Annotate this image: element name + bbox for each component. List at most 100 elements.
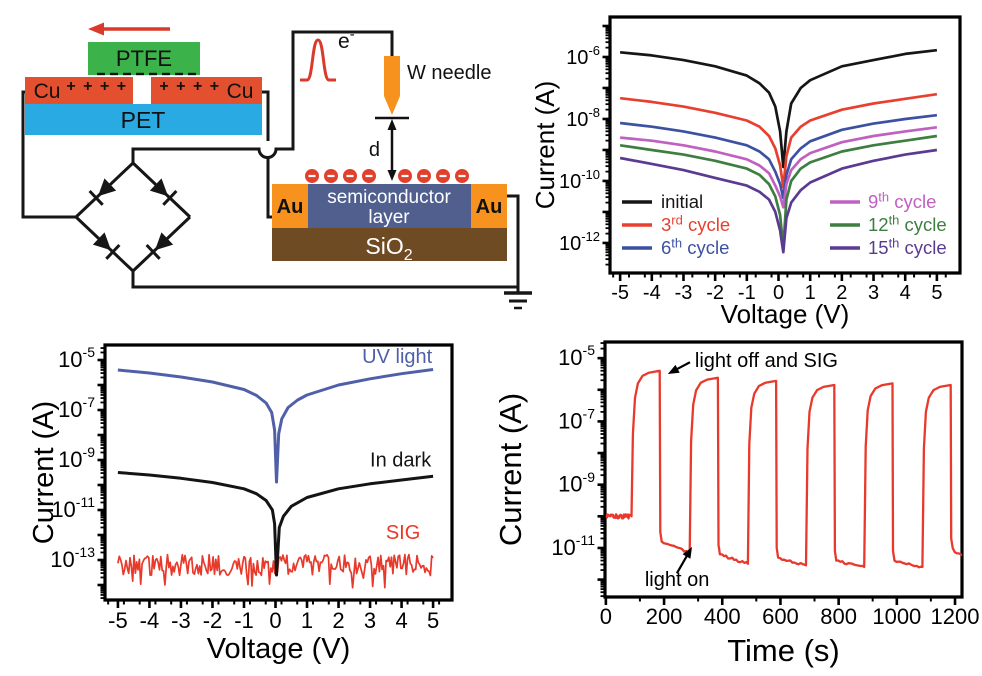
- legend-label: 15th cycle: [868, 236, 947, 258]
- x-tick-label: 4: [900, 282, 911, 304]
- x-axis-title: Voltage (V): [207, 633, 350, 665]
- wire-right-upper: [262, 90, 270, 141]
- legend-label: initial: [661, 191, 703, 212]
- diode-icon: [92, 232, 112, 251]
- curve-label: UV light: [362, 346, 432, 368]
- x-tick-label: 3: [364, 608, 376, 633]
- x-tick-label: 200: [646, 604, 683, 629]
- x-tick-label: -5: [108, 608, 128, 633]
- series-15th-cycle: [619, 148, 938, 254]
- x-tick-label: -3: [171, 608, 191, 633]
- chart-iv-illumination: -5 -4 -3 -2 -1 0 1 2 3 4 5 10-5 10-7 10-9 10-11 10-13 Vo…: [28, 343, 454, 665]
- y-tick-label: 10-10: [559, 167, 600, 193]
- x-tick-label: -3: [675, 282, 693, 304]
- annotation-arrow: [675, 553, 689, 574]
- x-tick-label: 0: [773, 282, 784, 304]
- wire-bridge-to-needle: [131, 30, 394, 163]
- x-tick-label: 1200: [931, 604, 980, 629]
- series-in-dark: [117, 471, 434, 577]
- chart-iv-cycles: -5 -4 -3 -2 -1 0 1 2 3 4 5 10-6 10-8 10-10 10-12 Voltag…: [530, 15, 962, 329]
- x-tick-label: 0: [600, 604, 612, 629]
- gap-label: d: [369, 139, 380, 161]
- curve-label: In dark: [370, 449, 432, 471]
- x-tick-label: 3: [868, 282, 879, 304]
- x-tick-label: 1: [301, 608, 313, 633]
- circuit-wires: [21, 30, 520, 292]
- annotation-label: light off and SIG: [695, 350, 838, 372]
- curve-label: SIG: [386, 522, 420, 544]
- ground-icon: [504, 291, 532, 310]
- legend-label: 3rd cycle: [661, 213, 730, 235]
- x-tick-label: -2: [203, 608, 223, 633]
- chart-photoresponse: 0 200 400 600 800 1000 1200 10-5 10-7 10-9 10-11 Ti…: [493, 340, 980, 668]
- y-tick-label: 10-11: [51, 494, 95, 522]
- x-tick-label: 400: [704, 604, 741, 629]
- x-tick-label: 1000: [872, 604, 921, 629]
- ptfe-label: PTFE: [116, 46, 172, 71]
- semiconductor-label-line2: layer: [368, 207, 410, 228]
- y-tick-label: 10-11: [551, 532, 595, 560]
- series-9th-cycle: [619, 125, 938, 209]
- gap-arrow-icon: [387, 119, 397, 181]
- y-tick-label: 10-5: [558, 342, 595, 370]
- ptfe-block: [88, 42, 200, 75]
- semiconductor-layer: [308, 184, 471, 228]
- y-tick-label: 10-9: [558, 469, 595, 497]
- legend-label: 12th cycle: [868, 213, 947, 235]
- positive-charges-right: + + + +: [159, 78, 220, 95]
- cu-label-right: Cu: [227, 80, 254, 103]
- x-tick-label: 5: [931, 282, 942, 304]
- y-axis-title: Current (A): [28, 401, 60, 544]
- x-tick-label: 5: [427, 608, 439, 633]
- x-axis-title: Voltage (V): [721, 299, 850, 329]
- sliding-arrow-icon: [88, 22, 170, 36]
- annotation-arrowhead: [667, 364, 680, 374]
- device-schematic: PTFE Cu + + + + + + + + Cu PET e-: [21, 22, 532, 310]
- sio2-label: SiO2: [365, 233, 412, 264]
- electron-icon: [398, 169, 412, 183]
- series-12th-cycle: [619, 134, 938, 249]
- diode-bar: [88, 189, 104, 206]
- y-tick-label: 10-6: [566, 43, 600, 69]
- diode-bar: [105, 243, 121, 260]
- annotation-label: light on: [645, 569, 710, 591]
- wire-bridge-bottom: [131, 271, 520, 292]
- cu-gap: [133, 77, 151, 104]
- x-axis-title: Time (s): [727, 633, 840, 668]
- electron-icon: [417, 169, 431, 183]
- legend-label: 6th cycle: [661, 236, 729, 258]
- diode-icon: [154, 232, 174, 251]
- wire-au-to-ground: [507, 194, 520, 287]
- series-6th-cycle: [619, 113, 938, 200]
- au-label-left: Au: [277, 196, 304, 218]
- x-tick-label: 2: [836, 282, 847, 304]
- electron-icon: [455, 169, 469, 183]
- semiconductor-label-line1: semiconductor: [327, 187, 451, 208]
- diode-bar: [162, 189, 178, 206]
- y-tick-label: 10-7: [558, 406, 595, 434]
- x-tick-label: 1: [805, 282, 816, 304]
- electron-icon: [343, 169, 357, 183]
- series-3rd-cycle: [619, 92, 938, 189]
- electron-icon: [362, 169, 376, 183]
- x-tick-label: -4: [140, 608, 160, 633]
- x-tick-label: -1: [234, 608, 254, 633]
- x-tick-label: -2: [706, 282, 724, 304]
- positive-charges-left: + + + +: [66, 78, 127, 95]
- diode-bar: [145, 243, 161, 260]
- cu-label-left: Cu: [34, 80, 61, 103]
- x-tick-label: 4: [395, 608, 407, 633]
- y-tick-label: 10-13: [50, 544, 95, 572]
- electron-icon: [436, 169, 450, 183]
- plot-border: [603, 340, 964, 599]
- au-electrode-left: [272, 184, 308, 228]
- x-tick-label: -4: [643, 282, 661, 304]
- x-tick-label: -1: [738, 282, 756, 304]
- y-tick-label: 10-5: [58, 344, 95, 372]
- legend-label: 9th cycle: [868, 190, 936, 212]
- electrons-row: [305, 169, 469, 183]
- w-needle-icon: [384, 56, 400, 115]
- w-needle-label: W needle: [407, 62, 492, 84]
- annotation-arrowhead: [682, 547, 692, 559]
- series-initial: [619, 48, 938, 169]
